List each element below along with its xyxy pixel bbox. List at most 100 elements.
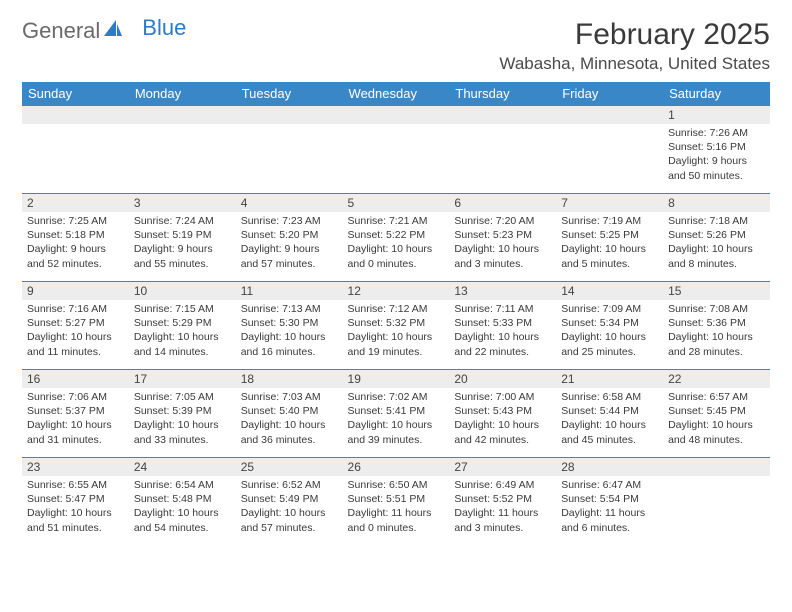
sunrise-text: Sunrise: 7:19 AM [561, 214, 658, 228]
daylight-text: Daylight: 9 hours [241, 242, 338, 256]
sunset-text: Sunset: 5:52 PM [454, 492, 551, 506]
daylight-text-2: and 54 minutes. [134, 521, 231, 535]
sunrise-text: Sunrise: 7:02 AM [348, 390, 445, 404]
day-cell: 1Sunrise: 7:26 AMSunset: 5:16 PMDaylight… [663, 106, 770, 194]
day-cell: 3Sunrise: 7:24 AMSunset: 5:19 PMDaylight… [129, 194, 236, 282]
day-number: 23 [22, 458, 129, 476]
day-header-monday: Monday [129, 82, 236, 106]
day-number: 14 [556, 282, 663, 300]
day-details: Sunrise: 7:15 AMSunset: 5:29 PMDaylight:… [129, 300, 236, 363]
sunrise-text: Sunrise: 7:23 AM [241, 214, 338, 228]
sunrise-text: Sunrise: 6:50 AM [348, 478, 445, 492]
daylight-text: Daylight: 9 hours [134, 242, 231, 256]
location-subtitle: Wabasha, Minnesota, United States [499, 54, 770, 74]
day-header-friday: Friday [556, 82, 663, 106]
daylight-text: Daylight: 11 hours [561, 506, 658, 520]
day-number: 24 [129, 458, 236, 476]
sunrise-text: Sunrise: 7:15 AM [134, 302, 231, 316]
day-cell: 25Sunrise: 6:52 AMSunset: 5:49 PMDayligh… [236, 458, 343, 546]
day-number: 6 [449, 194, 556, 212]
daylight-text: Daylight: 10 hours [241, 330, 338, 344]
daylight-text: Daylight: 10 hours [668, 242, 765, 256]
daylight-text-2: and 42 minutes. [454, 433, 551, 447]
daylight-text-2: and 33 minutes. [134, 433, 231, 447]
day-number: 5 [343, 194, 450, 212]
sunset-text: Sunset: 5:37 PM [27, 404, 124, 418]
day-header-tuesday: Tuesday [236, 82, 343, 106]
daylight-text: Daylight: 10 hours [241, 418, 338, 432]
day-details: Sunrise: 6:50 AMSunset: 5:51 PMDaylight:… [343, 476, 450, 539]
day-details: Sunrise: 7:05 AMSunset: 5:39 PMDaylight:… [129, 388, 236, 451]
day-number: 16 [22, 370, 129, 388]
daylight-text: Daylight: 10 hours [561, 242, 658, 256]
day-cell: 23Sunrise: 6:55 AMSunset: 5:47 PMDayligh… [22, 458, 129, 546]
day-cell [129, 106, 236, 194]
day-cell: 5Sunrise: 7:21 AMSunset: 5:22 PMDaylight… [343, 194, 450, 282]
day-number: 1 [663, 106, 770, 124]
day-cell: 27Sunrise: 6:49 AMSunset: 5:52 PMDayligh… [449, 458, 556, 546]
sunrise-text: Sunrise: 7:09 AM [561, 302, 658, 316]
daylight-text: Daylight: 10 hours [134, 418, 231, 432]
daylight-text-2: and 45 minutes. [561, 433, 658, 447]
sunrise-text: Sunrise: 7:26 AM [668, 126, 765, 140]
sunrise-text: Sunrise: 7:06 AM [27, 390, 124, 404]
day-details: Sunrise: 7:25 AMSunset: 5:18 PMDaylight:… [22, 212, 129, 275]
day-cell: 28Sunrise: 6:47 AMSunset: 5:54 PMDayligh… [556, 458, 663, 546]
daylight-text-2: and 11 minutes. [27, 345, 124, 359]
day-details: Sunrise: 7:26 AMSunset: 5:16 PMDaylight:… [663, 124, 770, 187]
day-number: 27 [449, 458, 556, 476]
daylight-text-2: and 6 minutes. [561, 521, 658, 535]
day-details: Sunrise: 6:54 AMSunset: 5:48 PMDaylight:… [129, 476, 236, 539]
daylight-text: Daylight: 11 hours [348, 506, 445, 520]
day-details: Sunrise: 7:13 AMSunset: 5:30 PMDaylight:… [236, 300, 343, 363]
sunrise-text: Sunrise: 6:49 AM [454, 478, 551, 492]
month-title: February 2025 [499, 18, 770, 52]
day-details: Sunrise: 7:19 AMSunset: 5:25 PMDaylight:… [556, 212, 663, 275]
day-header-saturday: Saturday [663, 82, 770, 106]
sunset-text: Sunset: 5:43 PM [454, 404, 551, 418]
day-details: Sunrise: 7:24 AMSunset: 5:19 PMDaylight:… [129, 212, 236, 275]
day-cell: 14Sunrise: 7:09 AMSunset: 5:34 PMDayligh… [556, 282, 663, 370]
logo-text-general: General [22, 18, 100, 44]
daylight-text-2: and 52 minutes. [27, 257, 124, 271]
daylight-text: Daylight: 10 hours [668, 330, 765, 344]
daylight-text-2: and 39 minutes. [348, 433, 445, 447]
day-number: 19 [343, 370, 450, 388]
day-number: 21 [556, 370, 663, 388]
sunset-text: Sunset: 5:51 PM [348, 492, 445, 506]
day-number: 22 [663, 370, 770, 388]
day-cell [663, 458, 770, 546]
daylight-text: Daylight: 10 hours [27, 418, 124, 432]
sunrise-text: Sunrise: 7:12 AM [348, 302, 445, 316]
day-cell: 8Sunrise: 7:18 AMSunset: 5:26 PMDaylight… [663, 194, 770, 282]
daylight-text-2: and 3 minutes. [454, 521, 551, 535]
title-block: February 2025 Wabasha, Minnesota, United… [499, 18, 770, 74]
day-number: 7 [556, 194, 663, 212]
day-details: Sunrise: 7:18 AMSunset: 5:26 PMDaylight:… [663, 212, 770, 275]
day-details: Sunrise: 7:09 AMSunset: 5:34 PMDaylight:… [556, 300, 663, 363]
day-header-row: SundayMondayTuesdayWednesdayThursdayFrid… [22, 82, 770, 106]
day-details: Sunrise: 7:20 AMSunset: 5:23 PMDaylight:… [449, 212, 556, 275]
day-number: 3 [129, 194, 236, 212]
sunset-text: Sunset: 5:32 PM [348, 316, 445, 330]
day-details: Sunrise: 7:06 AMSunset: 5:37 PMDaylight:… [22, 388, 129, 451]
sunset-text: Sunset: 5:27 PM [27, 316, 124, 330]
daylight-text-2: and 0 minutes. [348, 257, 445, 271]
page-header: General Blue February 2025 Wabasha, Minn… [22, 18, 770, 74]
day-number: 26 [343, 458, 450, 476]
day-number: 9 [22, 282, 129, 300]
daylight-text-2: and 55 minutes. [134, 257, 231, 271]
day-cell: 17Sunrise: 7:05 AMSunset: 5:39 PMDayligh… [129, 370, 236, 458]
daylight-text-2: and 36 minutes. [241, 433, 338, 447]
week-row: 1Sunrise: 7:26 AMSunset: 5:16 PMDaylight… [22, 106, 770, 194]
sunrise-text: Sunrise: 7:13 AM [241, 302, 338, 316]
sunrise-text: Sunrise: 6:52 AM [241, 478, 338, 492]
day-cell: 6Sunrise: 7:20 AMSunset: 5:23 PMDaylight… [449, 194, 556, 282]
day-header-sunday: Sunday [22, 82, 129, 106]
day-cell: 7Sunrise: 7:19 AMSunset: 5:25 PMDaylight… [556, 194, 663, 282]
day-cell: 12Sunrise: 7:12 AMSunset: 5:32 PMDayligh… [343, 282, 450, 370]
day-number: 17 [129, 370, 236, 388]
sunset-text: Sunset: 5:40 PM [241, 404, 338, 418]
day-cell: 2Sunrise: 7:25 AMSunset: 5:18 PMDaylight… [22, 194, 129, 282]
empty-day [556, 106, 663, 124]
